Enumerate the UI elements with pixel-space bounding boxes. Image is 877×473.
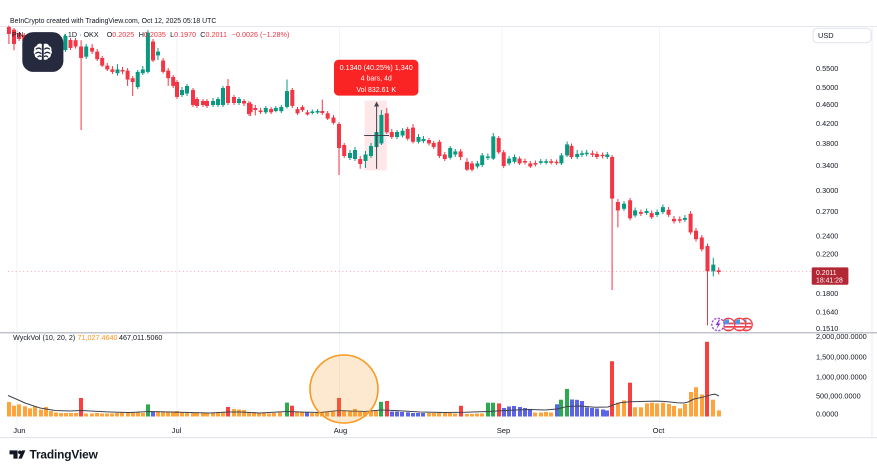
svg-text:1,500,000.0000: 1,500,000.0000 (816, 352, 867, 361)
svg-text:O0.2025: O0.2025 (107, 30, 135, 39)
svg-text:0.2200: 0.2200 (816, 249, 838, 258)
svg-text:USD: USD (818, 31, 834, 40)
svg-text:Jul: Jul (172, 426, 182, 435)
svg-text:0.3400: 0.3400 (816, 161, 838, 170)
svg-text:0.2011: 0.2011 (816, 270, 837, 277)
svg-text:0.4200: 0.4200 (816, 119, 838, 128)
svg-text:4 bars, 4d: 4 bars, 4d (361, 75, 392, 82)
svg-text:0.1510: 0.1510 (816, 324, 838, 333)
svg-text:2,000,000.0000: 2,000,000.0000 (816, 332, 867, 341)
svg-text:0.0000: 0.0000 (816, 410, 838, 419)
svg-text:Oct: Oct (653, 426, 666, 435)
svg-text:Sep: Sep (497, 426, 511, 435)
svg-text:0.5500: 0.5500 (816, 64, 838, 73)
svg-text:WyckVol (10, 20, 2): WyckVol (10, 20, 2) (13, 333, 75, 342)
svg-text:0.1640: 0.1640 (816, 308, 838, 317)
svg-text:PiN: PiN (12, 30, 24, 39)
svg-text:Aug: Aug (334, 426, 348, 435)
svg-text:L0.1970: L0.1970 (170, 30, 196, 39)
svg-text:0.3800: 0.3800 (816, 139, 838, 148)
svg-text:467,011.5060: 467,011.5060 (119, 333, 162, 342)
svg-text:18:41:28: 18:41:28 (816, 278, 843, 285)
svg-text:Jun: Jun (13, 426, 25, 435)
svg-text:Vol 832.61 K: Vol 832.61 K (356, 87, 396, 94)
svg-text:0.2400: 0.2400 (816, 232, 838, 241)
svg-text:1D · OKX: 1D · OKX (68, 30, 99, 39)
svg-text:−0.0026 (−1.28%): −0.0026 (−1.28%) (232, 30, 290, 39)
svg-text:C0.2011: C0.2011 (200, 30, 227, 39)
svg-text:1,000,000.0000: 1,000,000.0000 (816, 372, 867, 381)
svg-text:0.1340 (40.25%) 1,340: 0.1340 (40.25%) 1,340 (340, 63, 413, 72)
svg-text:0.4600: 0.4600 (816, 100, 838, 109)
svg-text:H0.2035: H0.2035 (139, 30, 166, 39)
svg-text:0.3000: 0.3000 (816, 186, 838, 195)
svg-text:TradingView: TradingView (30, 448, 99, 462)
svg-text:0.5000: 0.5000 (816, 83, 838, 92)
svg-text:0.2700: 0.2700 (816, 207, 838, 216)
svg-text:BeInCrypto created with Tradin: BeInCrypto created with TradingView.com,… (10, 18, 216, 25)
svg-text:0.1800: 0.1800 (816, 289, 838, 298)
svg-text:500,000.0000: 500,000.0000 (816, 391, 861, 400)
svg-text:71,027.4640: 71,027.4640 (78, 333, 118, 342)
